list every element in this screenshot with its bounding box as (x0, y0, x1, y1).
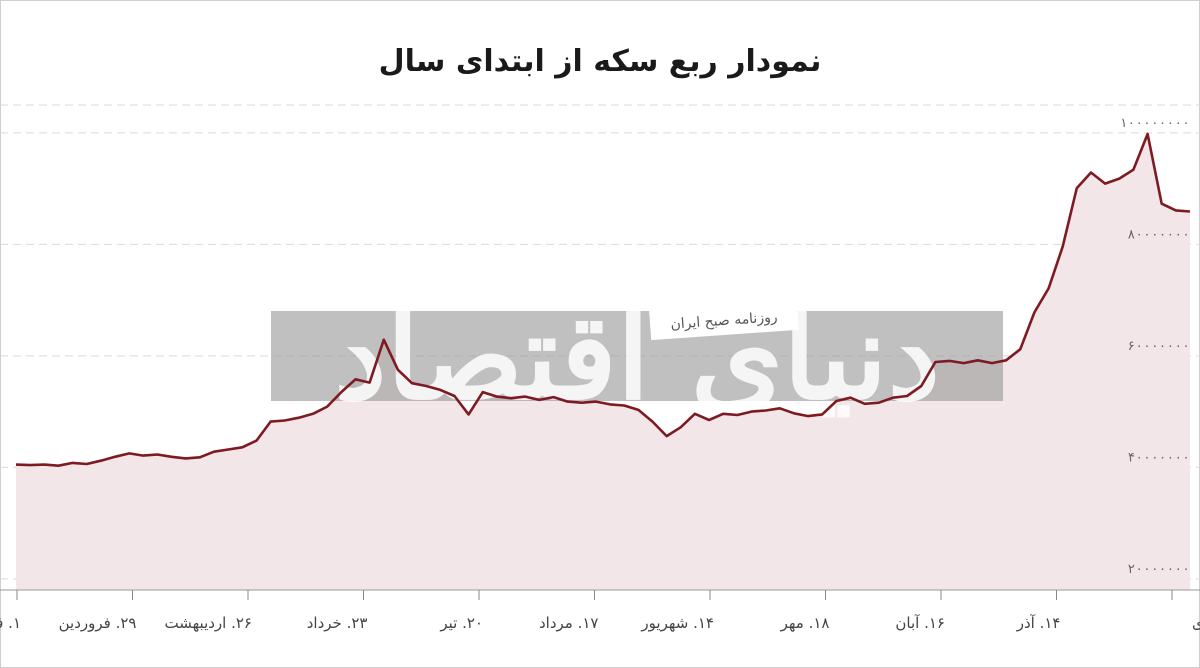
series-line (15, 132, 1191, 467)
watermark-tag-box (649, 299, 799, 341)
x-tick-label: ۲۰. تیر (439, 614, 483, 632)
series-area-layer (16, 134, 1190, 590)
y-tick-label: ۸۰۰۰۰۰۰۰ (1127, 227, 1190, 242)
series-line-layer (15, 132, 1191, 467)
x-tick-label: ۱۲. دی (1192, 614, 1200, 632)
y-tick-label: ۶۰۰۰۰۰۰۰ (1127, 339, 1190, 354)
watermark: دنیای اقتصاد روزنامه صبح ایران (271, 287, 1003, 426)
x-tick-label: ۱. فروردین (0, 614, 21, 632)
series-area (16, 134, 1190, 590)
y-tick-label: ۱۰۰۰۰۰۰۰۰ (1120, 116, 1190, 131)
x-tick-label: ۱۷. مرداد (539, 614, 599, 632)
y-axis-ticks: ۲۰۰۰۰۰۰۰ ۴۰۰۰۰۰۰۰ ۶۰۰۰۰۰۰۰ ۸۰۰۰۰۰۰۰ ۱۰۰۰۰۰۰۰… (1120, 116, 1190, 577)
x-tick-label: ۱۴. آذر (1016, 614, 1061, 632)
x-tick-label: ۱۸. مهر (780, 614, 830, 632)
y-tick-label: ۴۰۰۰۰۰۰۰ (1127, 450, 1190, 465)
x-tick-label: ۱۶. آبان (895, 614, 945, 632)
x-tick-label: ۱۴. شهریور (640, 614, 714, 632)
watermark-tagline: روزنامه صبح ایران (670, 309, 778, 332)
chart-title: نمودار ربع سکه از ابتدای سال (378, 44, 822, 79)
x-tick-label: ۲۶. اردیبهشت (165, 614, 252, 632)
x-tick-label: ۲۹. فروردین (59, 614, 137, 632)
y-tick-label: ۲۰۰۰۰۰۰۰ (1127, 562, 1190, 577)
x-axis: ۱. فروردین ۲۹. فروردین ۲۶. اردیبهشت ۲۳. خرد… (0, 589, 1200, 632)
watermark-band (271, 311, 1003, 401)
watermark-brand: دنیای اقتصاد (334, 287, 940, 426)
x-tick-label: ۲۳. خرداد (307, 614, 368, 632)
